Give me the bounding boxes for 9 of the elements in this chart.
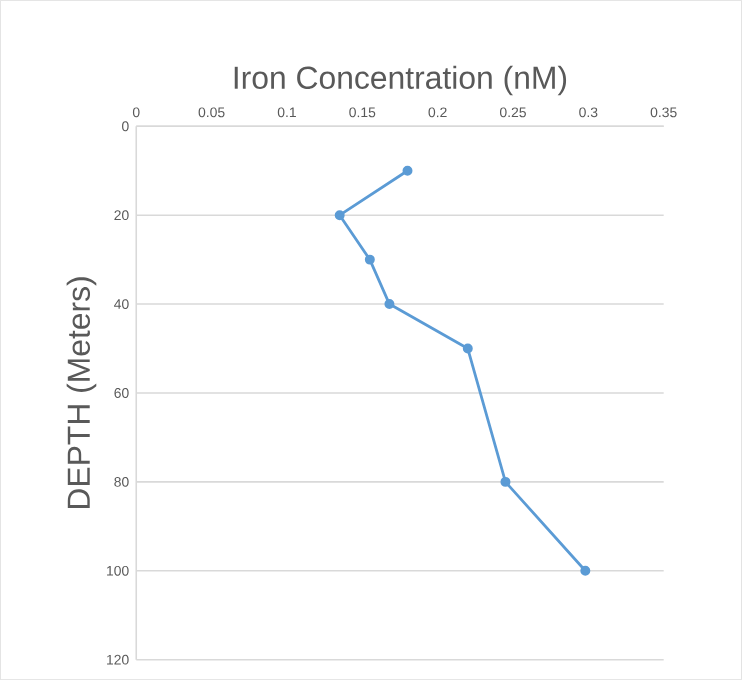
chart-title: Iron Concentration (nM): [234, 65, 567, 96]
point: [402, 165, 413, 176]
point: [500, 476, 511, 487]
point: [580, 565, 591, 576]
point: [364, 254, 375, 265]
y-axis-title: DEPTH (Meters): [66, 277, 97, 508]
point: [462, 343, 473, 354]
point: [334, 210, 345, 221]
point: [384, 299, 395, 310]
